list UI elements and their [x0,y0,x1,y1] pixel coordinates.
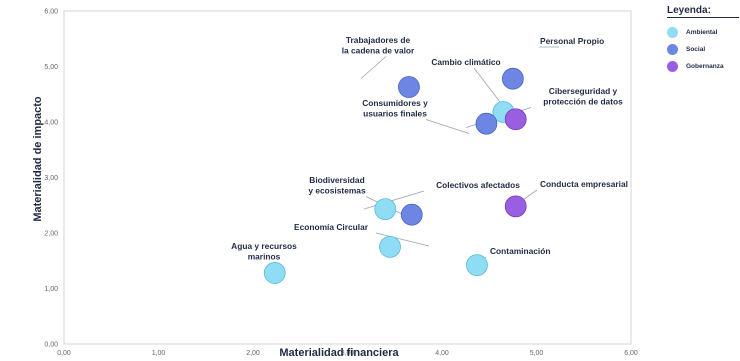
x-tick-label: 5,00 [530,350,544,357]
data-point [504,195,527,218]
point-label: Trabajadores de la cadena de valor [342,35,415,56]
x-tick-label: 0,00 [57,350,71,357]
y-tick-label: 5,00 [44,64,58,71]
x-tick-label: 4,00 [435,350,449,357]
point-label: Personal Propio [540,36,604,46]
data-point [475,112,498,135]
x-tick-label: 3,00 [341,350,355,357]
point-label: Colectivos afectados [436,180,520,190]
legend-swatch [667,44,678,55]
legend-swatch [667,27,678,38]
y-tick-label: 2,00 [44,231,58,238]
leader-line [375,232,430,247]
x-tick-label: 1,00 [152,350,166,357]
point-label: Consumidores y usuarios finales [362,98,428,119]
legend-label: Social [686,46,706,53]
y-tick-label: 0,00 [44,342,58,349]
legend: Leyenda: Ambiental Social Gobernanza [667,5,739,75]
y-tick-label: 4,00 [44,120,58,127]
legend-label: Gobernanza [686,63,724,70]
point-label: Agua y recursos marinos [231,241,297,262]
data-point [466,254,488,277]
legend-item: Gobernanza [667,58,739,75]
y-tick-label: 1,00 [44,286,58,293]
point-label: Contaminación [490,246,551,256]
leader-line [363,190,425,210]
legend-title: Leyenda: [667,5,739,18]
point-label: Cambio climático [431,57,500,67]
point-label: Conducta empresarial [540,179,628,189]
point-label: Economía Circular [294,222,369,232]
y-tick-label: 6,00 [44,9,58,16]
data-point [400,203,423,226]
y-axis-title: Materialidad de impacto [32,96,44,222]
legend-swatch [667,61,678,72]
data-point [501,67,524,90]
x-axis-title: Materialidad financiera [279,347,399,359]
leader-line [360,56,387,79]
legend-items: Ambiental Social Gobernanza [667,24,739,75]
x-tick-label: 2,00 [246,350,260,357]
plot-area [63,10,632,345]
data-point [504,108,527,131]
data-point [398,76,420,98]
legend-item: Ambiental [667,24,739,41]
x-tick-label: 6,00 [624,350,638,357]
point-label: Biodiversidad y ecosistemas [308,175,366,196]
data-point [374,198,397,221]
leader-line [425,119,470,134]
data-point [379,235,401,258]
data-point [263,262,286,284]
legend-item: Social [667,41,739,58]
legend-label: Ambiental [686,29,718,36]
y-tick-label: 3,00 [44,175,58,182]
point-label: Ciberseguridad y protección de datos [543,86,623,107]
